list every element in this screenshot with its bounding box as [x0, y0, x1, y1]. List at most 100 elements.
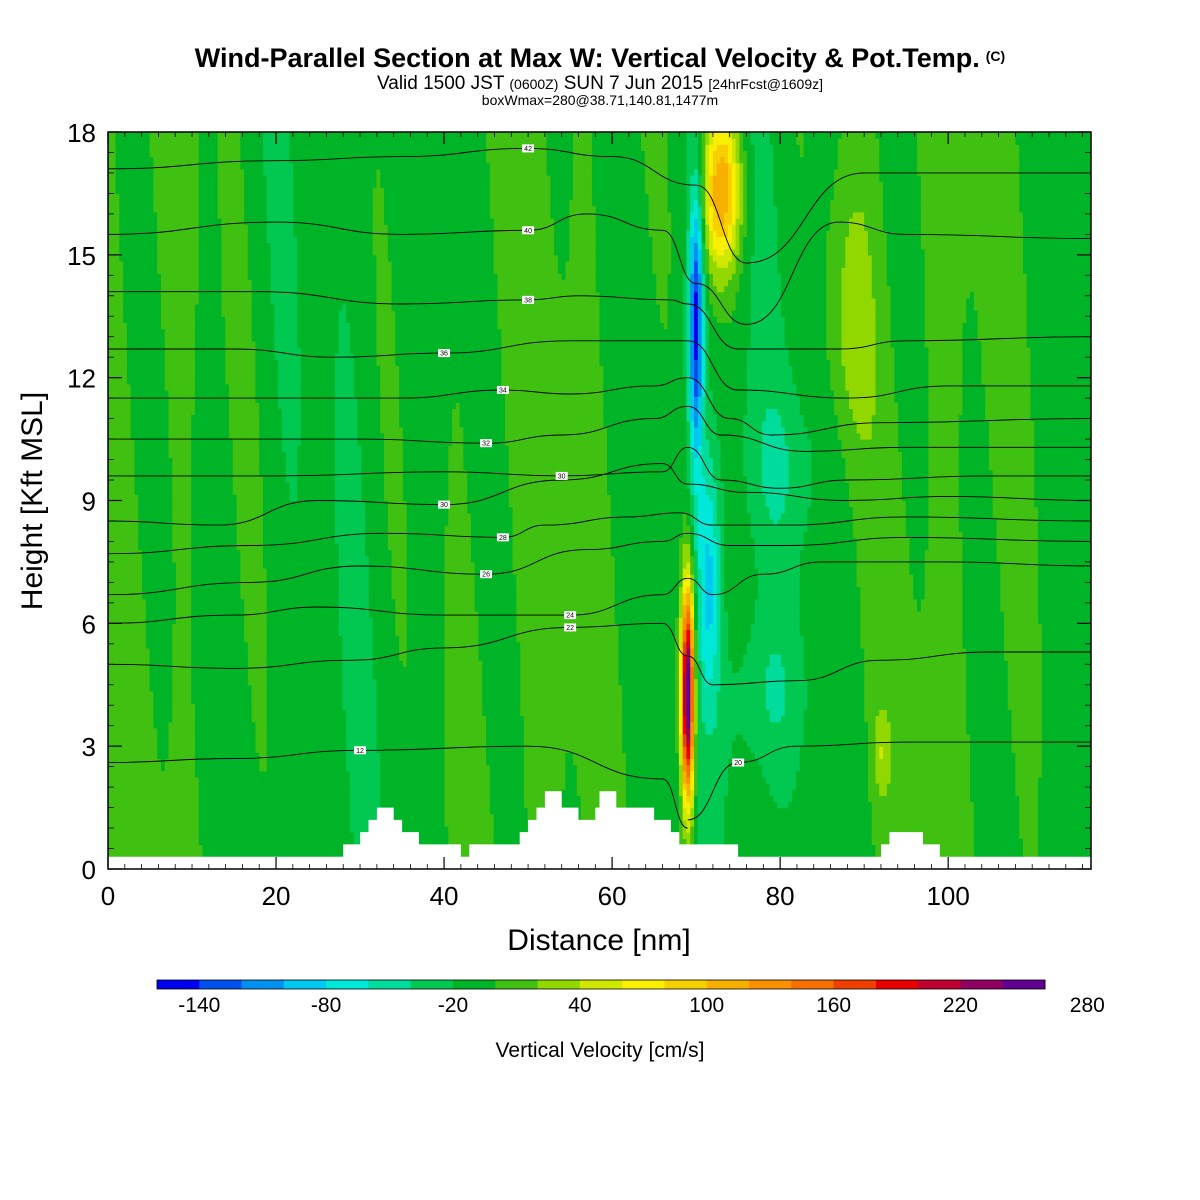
field-cell [146, 715, 150, 722]
field-cell [119, 562, 123, 569]
field-cell [244, 488, 248, 495]
field-cell [221, 801, 225, 808]
field-cell [237, 187, 241, 194]
field-cell [255, 378, 259, 385]
field-cell [191, 464, 195, 471]
field-cell [161, 691, 165, 698]
field-cell [210, 359, 214, 366]
field-cell [165, 316, 169, 323]
field-cell [112, 501, 116, 508]
field-cell [172, 679, 176, 686]
field-cell [199, 844, 203, 851]
field-cell [146, 685, 150, 692]
field-cell [184, 537, 188, 544]
field-cell [255, 636, 259, 643]
field-cell [134, 715, 138, 722]
field-cell [180, 445, 184, 452]
field-cell [112, 206, 116, 213]
field-cell [210, 838, 214, 845]
field-cell [255, 543, 259, 550]
field-cell [252, 206, 256, 213]
field-cell [176, 488, 180, 495]
field-cell [203, 789, 207, 796]
field-cell [237, 451, 241, 458]
field-cell [165, 814, 169, 821]
field-cell [203, 488, 207, 495]
field-cell [112, 679, 116, 686]
field-cell [138, 261, 142, 268]
field-cell [146, 617, 150, 624]
field-cell [221, 243, 225, 250]
field-cell [116, 758, 120, 765]
field-cell [240, 722, 244, 729]
field-cell [191, 672, 195, 679]
field-cell [248, 458, 252, 465]
field-cell [229, 795, 233, 802]
field-cell [248, 243, 252, 250]
field-cell [134, 292, 138, 299]
field-cell [172, 279, 176, 286]
field-cell [199, 513, 203, 520]
field-cell [127, 685, 131, 692]
field-cell [210, 783, 214, 790]
field-cell [237, 844, 241, 851]
field-cell [195, 550, 199, 557]
field-cell [112, 709, 116, 716]
field-cell [221, 347, 225, 354]
field-cell [157, 740, 161, 747]
field-cell [206, 722, 210, 729]
field-cell [218, 507, 222, 514]
field-cell [221, 795, 225, 802]
field-cell [127, 629, 131, 636]
field-cell [127, 421, 131, 428]
field-cell [123, 316, 127, 323]
field-cell [206, 814, 210, 821]
field-cell [112, 691, 116, 698]
field-cell [191, 660, 195, 667]
field-cell [123, 488, 127, 495]
field-cell [134, 212, 138, 219]
field-cell [214, 574, 218, 581]
field-cell [119, 206, 123, 213]
field-cell [187, 679, 191, 686]
field-cell [172, 715, 176, 722]
field-cell [119, 402, 123, 409]
field-cell [168, 556, 172, 563]
field-cell [221, 372, 225, 379]
field-cell [180, 709, 184, 716]
field-cell [180, 642, 184, 649]
field-cell [191, 476, 195, 483]
field-cell [237, 402, 241, 409]
field-cell [214, 685, 218, 692]
field-cell [180, 384, 184, 391]
field-cell [252, 439, 256, 446]
field-cell [161, 322, 165, 329]
field-cell [233, 543, 237, 550]
field-cell [168, 402, 172, 409]
field-cell [142, 421, 146, 428]
field-cell [127, 144, 131, 151]
field-cell [116, 144, 120, 151]
field-cell [191, 445, 195, 452]
field-cell [172, 697, 176, 704]
field-cell [195, 642, 199, 649]
field-cell [210, 525, 214, 532]
field-cell [244, 396, 248, 403]
field-cell [172, 187, 176, 194]
field-cell [252, 329, 256, 336]
field-cell [233, 359, 237, 366]
field-cell [237, 206, 241, 213]
field-cell [157, 507, 161, 514]
field-cell [252, 801, 256, 808]
field-cell [252, 163, 256, 170]
field-cell [142, 728, 146, 735]
field-cell [199, 752, 203, 759]
field-cell [131, 513, 135, 520]
field-cell [123, 390, 127, 397]
field-cell [195, 715, 199, 722]
field-cell [233, 353, 237, 360]
field-cell [184, 629, 188, 636]
field-cell [225, 421, 229, 428]
field-cell [165, 513, 169, 520]
field-cell [252, 378, 256, 385]
